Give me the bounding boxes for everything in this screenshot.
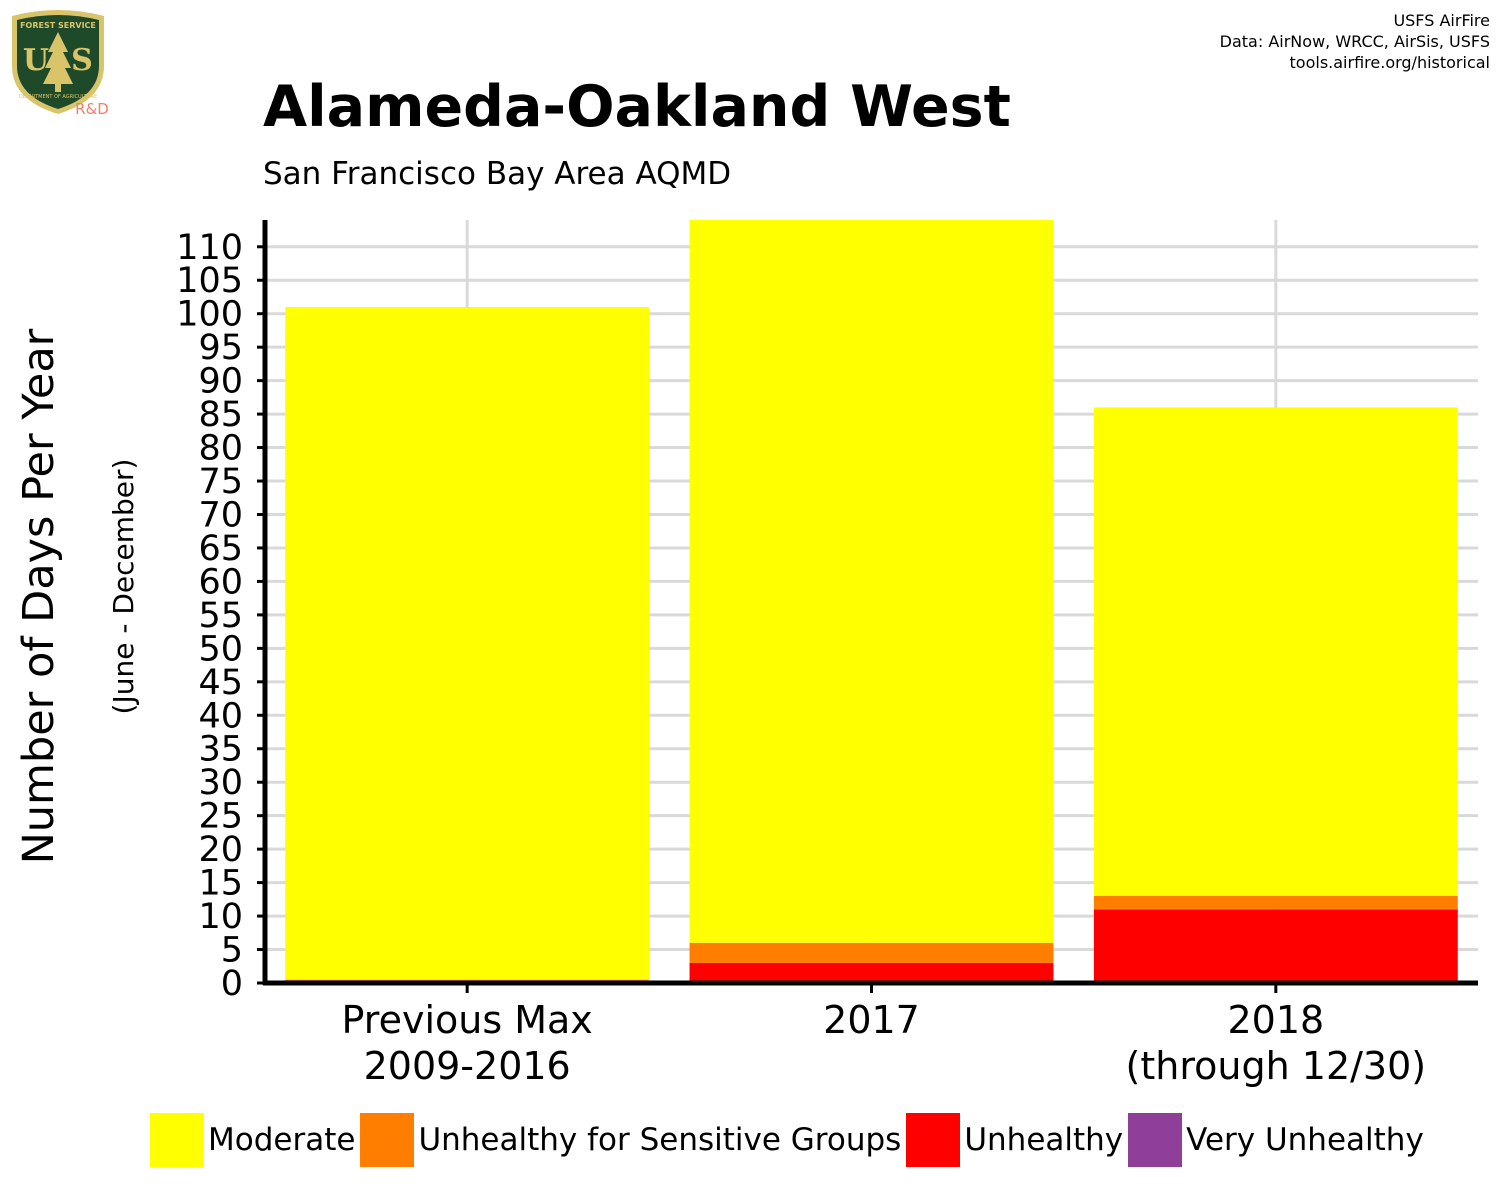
legend-swatch (150, 1113, 204, 1167)
legend-item-usg: Unhealthy for Sensitive Groups (360, 1113, 901, 1167)
logo-letter-s: S (71, 43, 93, 78)
x-tick-label: 2018 (1227, 998, 1324, 1042)
stacked-bar-chart: 0510152025303540455055606570758085909510… (14, 220, 1478, 1088)
y-tick-label: 60 (198, 562, 243, 602)
y-tick-label: 10 (198, 897, 243, 937)
y-tick-label: 65 (198, 529, 243, 569)
y-tick-label: 90 (198, 362, 243, 402)
x-tick-label: (through 12/30) (1126, 1044, 1427, 1088)
y-axis-subtitle: (June - December) (107, 459, 140, 715)
chart-title: Alameda-Oakland West (263, 74, 1011, 140)
y-tick-label: 15 (198, 864, 243, 904)
bar-segment (1093, 407, 1458, 896)
y-tick-label: 35 (198, 730, 243, 770)
y-tick-label: 75 (198, 462, 243, 502)
legend-swatch (1128, 1113, 1183, 1167)
bar-segment (689, 962, 1054, 983)
y-tick-label: 20 (198, 830, 243, 870)
legend-swatch (906, 1113, 961, 1167)
logo-letter-us: U (23, 43, 49, 78)
bar-segment (1093, 895, 1458, 910)
legend-item-very-unhealthy: Very Unhealthy (1128, 1113, 1424, 1167)
y-tick-label: 5 (221, 931, 243, 971)
legend: Moderate Unhealthy for Sensitive Groups … (150, 1113, 1429, 1167)
logo-tag: R&D (75, 100, 108, 118)
x-tick-label: 2017 (823, 998, 920, 1042)
logo-top-text: FOREST SERVICE (20, 21, 96, 30)
bar-segment (1093, 909, 1458, 981)
credits-block: USFS AirFire Data: AirNow, WRCC, AirSis,… (1220, 10, 1490, 73)
y-tick-label: 70 (198, 495, 243, 535)
y-tick-label: 100 (176, 295, 243, 335)
legend-item-unhealthy: Unhealthy (906, 1113, 1123, 1167)
y-tick-label: 50 (198, 629, 243, 669)
y-tick-label: 105 (176, 261, 243, 301)
legend-label: Unhealthy for Sensitive Groups (418, 1122, 902, 1158)
y-tick-label: 30 (198, 763, 243, 803)
y-tick-label: 85 (198, 395, 243, 435)
y-tick-label: 55 (198, 596, 243, 636)
usfs-shield-logo: FOREST SERVICE U S DEPARTMENT OF AGRICUL… (12, 10, 108, 118)
y-tick-label: 80 (198, 429, 243, 469)
legend-item-moderate: Moderate (150, 1113, 355, 1167)
y-tick-label: 95 (198, 328, 243, 368)
logo-bottom-text: DEPARTMENT OF AGRICULTURE (19, 94, 97, 100)
y-tick-label: 25 (198, 797, 243, 837)
x-tick-label: 2009-2016 (364, 1044, 571, 1088)
legend-label: Unhealthy (964, 1122, 1124, 1158)
legend-swatch (360, 1113, 415, 1167)
bar-segment (689, 942, 1054, 963)
y-tick-label: 110 (176, 228, 243, 268)
x-tick-label: Previous Max (342, 998, 593, 1042)
credit-line: tools.airfire.org/historical (1289, 53, 1490, 72)
credit-line: Data: AirNow, WRCC, AirSis, USFS (1219, 32, 1490, 51)
y-axis-title: Number of Days Per Year (14, 328, 64, 864)
legend-label: Very Unhealthy (1186, 1122, 1424, 1158)
tree-icon (43, 32, 73, 92)
credit-line: USFS AirFire (1393, 11, 1490, 30)
bar-segment (285, 307, 650, 980)
y-tick-label: 40 (198, 696, 243, 736)
bar-segment (689, 220, 1054, 943)
y-tick-label: 0 (221, 964, 243, 1004)
chart-subtitle: San Francisco Bay Area AQMD (263, 156, 732, 192)
legend-label: Moderate (208, 1122, 356, 1158)
y-tick-label: 45 (198, 663, 243, 703)
